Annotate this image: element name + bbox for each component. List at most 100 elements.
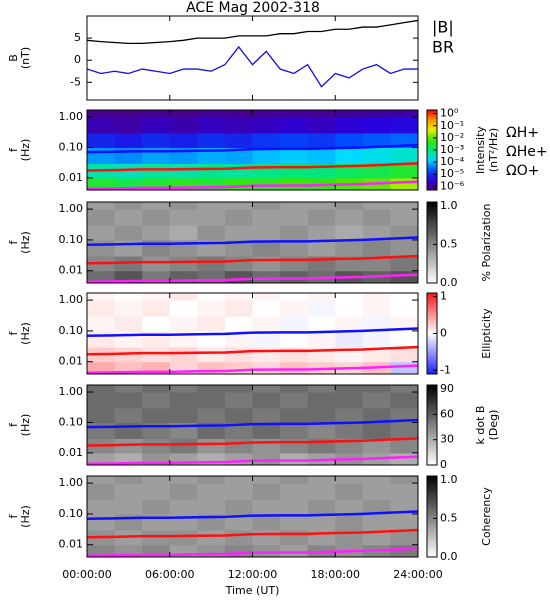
heat-cell [390, 422, 419, 439]
heat-cell [362, 316, 391, 332]
heat-cell [252, 422, 281, 439]
heat-cell [280, 117, 309, 134]
heat-cell [169, 407, 198, 423]
heat-cell [335, 316, 364, 332]
heat-cell [224, 293, 253, 301]
y-axis-label: f [7, 422, 20, 427]
colorbar-label: (Deg) [487, 410, 500, 441]
heat-cell [142, 476, 171, 484]
heat-cell [252, 544, 281, 558]
y-axis-label: (Hz) [19, 231, 32, 254]
gyro-line [86, 345, 419, 356]
heat-cell [142, 513, 171, 531]
y-tick-label: 0 [74, 53, 81, 66]
colorbar-tick-label: 10⁻¹ [440, 119, 464, 132]
heat-cell [224, 407, 253, 423]
heat-cell [224, 256, 253, 272]
heat-cell [142, 438, 171, 454]
heat-cell [280, 476, 309, 484]
heat-cell [224, 110, 253, 118]
plot-frame [86, 201, 419, 284]
heat-cell [390, 513, 419, 531]
heat-cell [114, 300, 143, 317]
heat-cell [224, 385, 253, 393]
heat-cell [362, 407, 391, 423]
y-tick-label: 1.00 [59, 476, 84, 489]
legend-entry: ΩH+ [506, 125, 539, 141]
heat-cell [252, 202, 281, 210]
heat-cell [280, 163, 309, 179]
heat-cell [362, 347, 391, 363]
gyro-line [86, 327, 419, 337]
heat-cell [252, 513, 281, 531]
gyro-line [86, 254, 419, 265]
heat-cell [335, 209, 364, 226]
heat-cell [87, 209, 116, 226]
heat-cell [142, 256, 171, 272]
y-axis-label: (Hz) [19, 322, 32, 345]
heat-cell [390, 452, 419, 466]
x-tick-label: 06:00:00 [145, 568, 194, 581]
y-tick-label: 1.00 [59, 385, 84, 398]
y-tick-label: 0.10 [59, 324, 84, 337]
heat-cell [169, 385, 198, 393]
heat-cell [335, 392, 364, 409]
x-tick-label: 12:00:00 [228, 568, 277, 581]
heat-cell [307, 147, 336, 164]
colorbar-tick-label: 0 [440, 458, 447, 471]
heat-cell [307, 330, 336, 348]
heat-cell [197, 110, 226, 118]
heat-cell [142, 483, 171, 500]
heat-cell [197, 225, 226, 241]
y-tick-label: 0.01 [59, 355, 84, 368]
heat-cell [362, 385, 391, 393]
gyro-line [86, 143, 419, 154]
heat-cell [114, 483, 143, 500]
colorbar-tick-label: 1.0 [440, 473, 458, 486]
y-axis-label: f [7, 330, 20, 335]
heat-cell [390, 202, 419, 210]
y-tick-label: 0.10 [59, 507, 84, 520]
colorbar-tick-label: 10⁻⁴ [440, 155, 465, 168]
heat-cell [307, 300, 336, 317]
y-axis-label: f [7, 147, 20, 152]
heat-cell [114, 202, 143, 210]
gyro-line [86, 528, 419, 539]
heat-cell [142, 422, 171, 439]
heat-cell [197, 300, 226, 317]
heat-cell [224, 499, 253, 515]
heat-cell [224, 209, 253, 226]
heat-cell [142, 163, 171, 179]
heat-cell [252, 225, 281, 241]
colorbar-tick-label: 0.5 [440, 237, 458, 250]
heat-cell [280, 544, 309, 558]
heat-cell [280, 316, 309, 332]
heat-cell [252, 530, 281, 546]
heat-cell [87, 513, 116, 531]
heat-cell [224, 513, 253, 531]
heat-cell [87, 476, 116, 484]
colorbar-label: % Polarization [480, 204, 493, 282]
heat-cell [307, 225, 336, 241]
heat-cell [307, 385, 336, 393]
heat-cell [197, 530, 226, 546]
chart-title: ACE Mag 2002-318 [186, 0, 320, 16]
heat-cell [87, 202, 116, 210]
heat-cell [197, 177, 226, 191]
heat-cell [252, 132, 281, 148]
heat-cell [87, 225, 116, 241]
heat-cell [280, 330, 309, 348]
heat-cell [362, 392, 391, 409]
plot-frame [86, 109, 419, 191]
heat-cell [197, 452, 226, 466]
heat-cell [307, 209, 336, 226]
heat-cell [280, 110, 309, 118]
heat-cell [224, 530, 253, 546]
colorbar-label: Intensity [474, 126, 487, 174]
colorbar-tick-label: 10⁰ [440, 107, 459, 120]
heat-cell [280, 225, 309, 241]
heat-cell [224, 177, 253, 191]
heat-cell [87, 110, 116, 118]
y-tick-label: 0.01 [59, 171, 84, 184]
heat-cell [390, 177, 419, 191]
